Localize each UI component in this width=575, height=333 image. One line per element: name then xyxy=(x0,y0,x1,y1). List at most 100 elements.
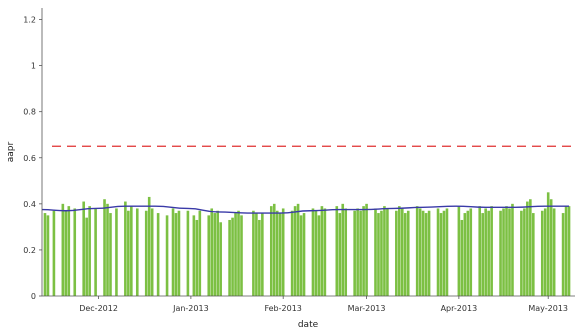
bar xyxy=(258,219,261,296)
x-tick-label: Mar-2013 xyxy=(348,304,386,313)
bar xyxy=(275,210,279,296)
bar xyxy=(323,208,327,296)
y-tick-label: 0 xyxy=(31,292,36,301)
bar xyxy=(341,203,345,296)
bar xyxy=(386,208,389,296)
bar xyxy=(561,213,565,296)
bar xyxy=(52,210,56,296)
bars-group xyxy=(43,192,571,296)
bar xyxy=(436,208,440,296)
x-tick-label: May-2013 xyxy=(528,304,568,313)
bar xyxy=(198,210,202,296)
bar xyxy=(549,199,553,296)
bar xyxy=(508,208,511,296)
bar xyxy=(567,206,571,296)
bar xyxy=(177,210,181,296)
bar xyxy=(255,213,258,296)
bar xyxy=(335,206,339,296)
bar xyxy=(150,208,154,296)
bar xyxy=(481,213,484,296)
x-axis-title: date xyxy=(298,320,319,330)
bar xyxy=(362,206,365,296)
bar xyxy=(529,199,532,296)
bar xyxy=(281,208,285,296)
bar xyxy=(520,210,523,296)
x-tick-label: Apr-2013 xyxy=(441,304,478,313)
y-tick-label: 1 xyxy=(31,62,36,71)
bar xyxy=(424,213,428,296)
bar xyxy=(109,213,112,296)
bar xyxy=(406,210,410,296)
bar xyxy=(353,210,356,296)
bar xyxy=(523,208,526,296)
bar xyxy=(207,215,211,296)
bar xyxy=(398,206,401,296)
bar xyxy=(490,206,493,296)
bar xyxy=(499,210,502,296)
bar xyxy=(302,213,306,296)
y-tick-label: 0.6 xyxy=(23,154,36,163)
bar xyxy=(532,213,535,296)
bar xyxy=(445,208,449,296)
bar xyxy=(293,206,297,296)
bar xyxy=(403,213,407,296)
x-tick-label: Dec-2012 xyxy=(79,304,118,313)
bar xyxy=(526,201,529,296)
bar xyxy=(540,210,544,296)
x-tick-label: Feb-2013 xyxy=(264,304,301,313)
bar xyxy=(192,215,196,296)
bar xyxy=(356,208,359,296)
bar xyxy=(469,208,473,296)
bar xyxy=(314,210,318,296)
bar xyxy=(61,203,65,296)
bar xyxy=(231,217,234,296)
bar xyxy=(234,213,237,296)
bar xyxy=(252,210,255,296)
bar xyxy=(290,210,294,296)
bar xyxy=(237,210,240,296)
bar xyxy=(73,208,77,296)
y-axis: 0 0.2 0.4 0.6 0.8 1 1.2 xyxy=(23,8,43,301)
bar xyxy=(103,199,106,296)
bar xyxy=(502,208,505,296)
bar xyxy=(213,213,216,296)
bar xyxy=(505,206,508,296)
bar xyxy=(311,208,315,296)
bar xyxy=(115,208,118,296)
bar xyxy=(94,208,97,296)
bar xyxy=(317,215,321,296)
y-axis-title: aapr xyxy=(6,141,16,162)
bar xyxy=(320,206,324,296)
bar xyxy=(147,196,151,296)
bar xyxy=(463,213,467,296)
bar xyxy=(64,210,68,296)
bar xyxy=(156,213,160,296)
bar xyxy=(296,203,300,296)
bar xyxy=(439,213,443,296)
bar xyxy=(377,213,380,296)
bar xyxy=(228,219,231,296)
bar xyxy=(401,208,404,296)
bar xyxy=(82,201,85,296)
bar xyxy=(487,210,490,296)
bar xyxy=(171,208,175,296)
bar xyxy=(127,210,130,296)
bar xyxy=(261,213,264,296)
x-tick-label: Jan-2013 xyxy=(172,304,209,313)
bar xyxy=(564,206,568,296)
bar xyxy=(269,206,273,296)
y-tick-label: 0.4 xyxy=(23,200,36,209)
bar xyxy=(130,206,133,296)
bar xyxy=(195,219,199,296)
bar xyxy=(135,208,139,296)
bar xyxy=(85,217,88,296)
bar xyxy=(240,215,243,296)
bar xyxy=(88,206,91,296)
bar xyxy=(46,215,50,296)
bar xyxy=(457,206,461,296)
bar xyxy=(460,219,464,296)
bar xyxy=(210,208,214,296)
bar xyxy=(365,203,368,296)
bar xyxy=(546,192,550,296)
